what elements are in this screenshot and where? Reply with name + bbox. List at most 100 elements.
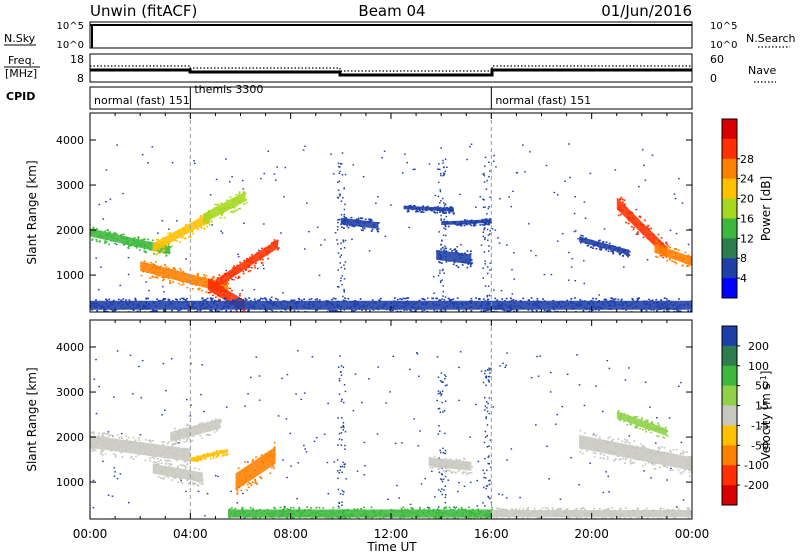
- scatter-speckle: [667, 303, 670, 306]
- scatter-speckle: [564, 312, 566, 314]
- scatter-speckle: [489, 196, 491, 198]
- scatter-speckle: [154, 309, 156, 312]
- scatter-speckle: [111, 310, 114, 312]
- scatter-speckle: [611, 507, 613, 509]
- scatter-speckle: [654, 442, 657, 444]
- scatter-speckle: [165, 244, 167, 247]
- scatter-speckle: [437, 509, 439, 511]
- scatter-speckle: [155, 265, 158, 267]
- scatter-speckle: [662, 507, 665, 510]
- scatter-speckle: [158, 472, 161, 475]
- scatter-speckle: [354, 509, 357, 512]
- scatter-speckle: [265, 309, 268, 312]
- scatter-speckle: [611, 514, 614, 517]
- scatter-speckle: [245, 514, 248, 517]
- scatter-speckle: [451, 465, 454, 468]
- scatter-speckle: [508, 516, 511, 519]
- scatter-speckle: [137, 305, 140, 308]
- scatter-speckle: [284, 300, 287, 302]
- scatter-speckle: [163, 310, 166, 312]
- scatter-speckle: [630, 451, 633, 453]
- scatter-speckle: [617, 412, 620, 415]
- scatter-speckle: [445, 234, 447, 237]
- scatter-speckle: [482, 235, 485, 238]
- scatter-speckle: [248, 514, 251, 516]
- scatter-speckle: [357, 217, 360, 220]
- scatter-speckle: [353, 304, 356, 307]
- scatter-speckle: [603, 439, 606, 442]
- scatter-speckle: [598, 299, 600, 302]
- scatter-speckle: [457, 470, 460, 473]
- scatter-speckle: [360, 229, 363, 231]
- scatter-speckle: [494, 229, 497, 231]
- scatter-speckle: [192, 459, 195, 462]
- scatter-speckle: [159, 453, 162, 456]
- scatter-speckle: [105, 308, 108, 310]
- scatter-speckle: [139, 434, 142, 436]
- scatter-speckle: [436, 209, 439, 212]
- scatter-speckle: [470, 219, 473, 222]
- scatter-speckle: [555, 509, 558, 512]
- scatter-speckle: [163, 278, 165, 281]
- scatter-speckle: [95, 257, 97, 259]
- scatter-speckle: [241, 179, 244, 182]
- scatter-speckle: [614, 457, 617, 460]
- scatter-speckle: [252, 513, 255, 516]
- scatter-speckle: [364, 221, 367, 224]
- scatter-speckle: [440, 147, 442, 149]
- scatter-speckle: [426, 506, 429, 509]
- scatter-speckle: [220, 281, 222, 283]
- scatter-speckle: [187, 303, 190, 306]
- scatter-speckle: [126, 240, 129, 243]
- scatter-speckle: [339, 166, 341, 168]
- scatter-speckle: [251, 459, 254, 461]
- scatter-speckle: [458, 223, 461, 226]
- scatter-speckle: [647, 461, 650, 464]
- scatter-speckle: [105, 233, 108, 236]
- scatter-speckle: [339, 163, 342, 165]
- scatter-speckle: [112, 233, 115, 235]
- scatter-speckle: [581, 239, 584, 242]
- scatter-speckle: [180, 237, 183, 239]
- scatter-speckle: [439, 189, 442, 191]
- scatter-speckle: [157, 460, 160, 463]
- scatter-speckle: [173, 276, 176, 279]
- scatter-speckle: [489, 308, 492, 311]
- scatter-speckle: [480, 244, 483, 246]
- scatter-speckle: [634, 455, 637, 458]
- scatter-speckle: [202, 482, 205, 485]
- scatter-speckle: [584, 217, 587, 219]
- scatter-speckle: [245, 476, 248, 479]
- scatter-speckle: [407, 510, 410, 513]
- scatter-speckle: [298, 298, 301, 301]
- scatter-speckle: [122, 192, 124, 195]
- scatter-speckle: [612, 511, 614, 514]
- scatter-speckle: [640, 228, 643, 231]
- scatter-speckle: [590, 246, 592, 248]
- scatter-speckle: [278, 516, 281, 518]
- scatter-speckle: [624, 458, 627, 461]
- scatter-speckle: [510, 304, 513, 307]
- scatter-speckle: [380, 509, 383, 512]
- scatter-speckle: [344, 239, 347, 242]
- scatter-speckle: [252, 256, 255, 259]
- scatter-speckle: [338, 511, 340, 514]
- scatter-speckle: [134, 241, 137, 243]
- scatter-speckle: [376, 228, 379, 231]
- scatter-speckle: [342, 424, 344, 427]
- scatter-speckle: [336, 310, 338, 312]
- scatter-speckle: [487, 266, 489, 268]
- scatter-speckle: [163, 291, 165, 293]
- scatter-speckle: [422, 205, 425, 207]
- scatter-speckle: [257, 252, 260, 254]
- scatter-speckle: [174, 443, 176, 445]
- scatter-speckle: [256, 299, 259, 302]
- scatter-speckle: [661, 446, 663, 448]
- scatter-speckle: [638, 458, 641, 460]
- scatter-speckle: [413, 205, 416, 207]
- scatter-speckle: [385, 514, 388, 517]
- scatter-speckle: [649, 238, 651, 240]
- scatter-speckle: [630, 517, 632, 519]
- scatter-speckle: [333, 520, 335, 522]
- scatter-speckle: [316, 313, 318, 315]
